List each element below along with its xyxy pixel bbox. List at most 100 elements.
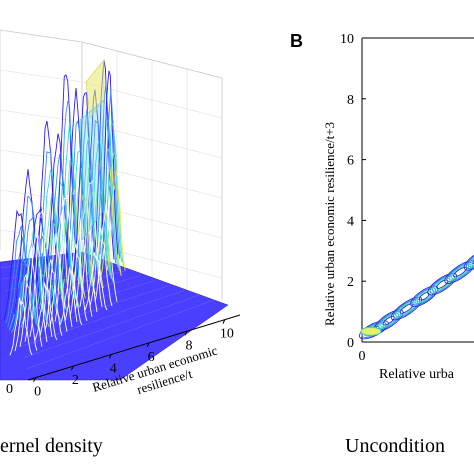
floor-line [17, 285, 170, 336]
wall-grid-line [0, 149, 83, 163]
contour-ring [433, 277, 451, 291]
density-ridge [35, 150, 63, 301]
panel-a-x-tick-label: 8 [186, 338, 193, 353]
density-ridge [5, 226, 37, 325]
contour-ring [390, 296, 423, 321]
panel-a-x-tick-label: 4 [110, 361, 117, 376]
wall-grid-line [0, 109, 83, 123]
contour-ring [446, 262, 474, 283]
panel-b-y-tick-label: 6 [347, 154, 354, 169]
density-ridge [37, 169, 65, 306]
panel-b-ylabel: Relative urban economic resilience/t+3 [322, 122, 337, 326]
panel-a-x-tick-mark [222, 319, 226, 324]
contour-ring [436, 279, 449, 289]
density-ridge [103, 123, 123, 263]
contour-ring [399, 303, 414, 314]
contour-ring [470, 254, 474, 266]
density-ridge [23, 206, 55, 310]
floor-line [23, 294, 199, 358]
contour-ring [378, 312, 400, 329]
density-ridge [67, 146, 93, 286]
density-ridge [19, 247, 43, 347]
panel-a-caption: ernel density [0, 435, 103, 457]
density-ridge [55, 100, 81, 287]
panel-b-y-tick-label: 0 [347, 336, 354, 351]
floor-line [26, 299, 214, 370]
density-ridge [17, 213, 47, 321]
panel-a-x-tick-mark [70, 365, 74, 371]
panel-a-y-tick-0: 0 [6, 382, 13, 397]
panel-b-x-tick-label: 0 [359, 349, 366, 364]
contour-ring [465, 250, 474, 269]
panel-a-x-ticks: 0 2 4 6 8 10 [33, 319, 234, 400]
contour-ring [419, 292, 430, 301]
contour-ring [431, 276, 453, 293]
panel-a-x-tick-mark [33, 377, 37, 382]
panel-b-caption: Uncondition [345, 435, 445, 457]
panel-a-x-tick-label: 2 [72, 373, 79, 388]
density-ridge [99, 70, 119, 255]
contour-ring [448, 263, 472, 281]
panel-b-y-tick-label: 2 [347, 275, 354, 290]
density-ridge [15, 195, 45, 317]
contour-ring [468, 252, 474, 268]
density-ridge [29, 209, 53, 337]
panel-b-xlabel: Relative urba [379, 367, 455, 382]
panel-a-x-tick-label: 10 [220, 327, 234, 342]
density-ridge [14, 273, 38, 352]
contour-ring [453, 266, 467, 278]
density-ridge [13, 169, 43, 314]
panel-b-y-tick-label: 10 [340, 32, 354, 47]
density-ridge [39, 259, 63, 337]
contour-core [360, 326, 382, 336]
density-ridge [89, 228, 113, 307]
density-peak-face [79, 99, 105, 241]
contour-ring [444, 260, 474, 284]
density-ridge [49, 213, 73, 328]
panel-a-density-surface [3, 59, 126, 356]
panel-a-x-tick-mark [184, 331, 188, 336]
contour-ring [450, 265, 470, 279]
contour-ring [395, 300, 418, 318]
floor-line [20, 290, 185, 347]
contour-ring [414, 288, 434, 304]
floor-line [14, 280, 156, 325]
contour-ring [382, 316, 395, 326]
contour-ring [472, 255, 474, 265]
panel-b-y-tick-label: 8 [347, 93, 354, 108]
density-ridge [63, 87, 89, 280]
contour-ring [393, 298, 420, 319]
panel-b-letter: B [290, 31, 303, 51]
panel-a-x-tick-label: 0 [34, 385, 41, 400]
density-ridge [24, 229, 48, 343]
density-ridge [79, 180, 103, 307]
density-ridge [43, 133, 73, 294]
density-ridge [69, 218, 93, 317]
panel-a-x-tick-mark [146, 342, 150, 348]
panel-a-x-axis-line [27, 314, 241, 381]
density-ridge [94, 203, 118, 302]
density-ridge [54, 194, 78, 322]
contour-ring [429, 274, 455, 294]
panel-b-contour-lines [358, 249, 474, 340]
density-ridge [27, 235, 59, 316]
density-ridge [44, 233, 68, 332]
density-ridge [98, 144, 120, 272]
density-ridge [106, 169, 126, 271]
contour-ring [397, 301, 416, 316]
panel-a-x-tick-label: 6 [148, 350, 155, 365]
contour-ring [416, 290, 432, 303]
panel-a-x-tick-mark [108, 354, 112, 359]
panel-b-y-tick-label: 4 [347, 214, 354, 229]
wall-grid-line [0, 69, 83, 83]
density-ridge [74, 199, 98, 312]
panel-b-y-ticks: 0 2 4 6 8 10 [340, 32, 366, 351]
density-ridge [7, 236, 39, 328]
density-ridge [97, 118, 119, 268]
contour-ring [412, 287, 437, 306]
panel-b-contour: B 0 2 4 6 8 10 0 2 Relative urban economic res… [290, 31, 474, 457]
contour-ring [410, 285, 439, 308]
density-ridge [104, 148, 124, 266]
